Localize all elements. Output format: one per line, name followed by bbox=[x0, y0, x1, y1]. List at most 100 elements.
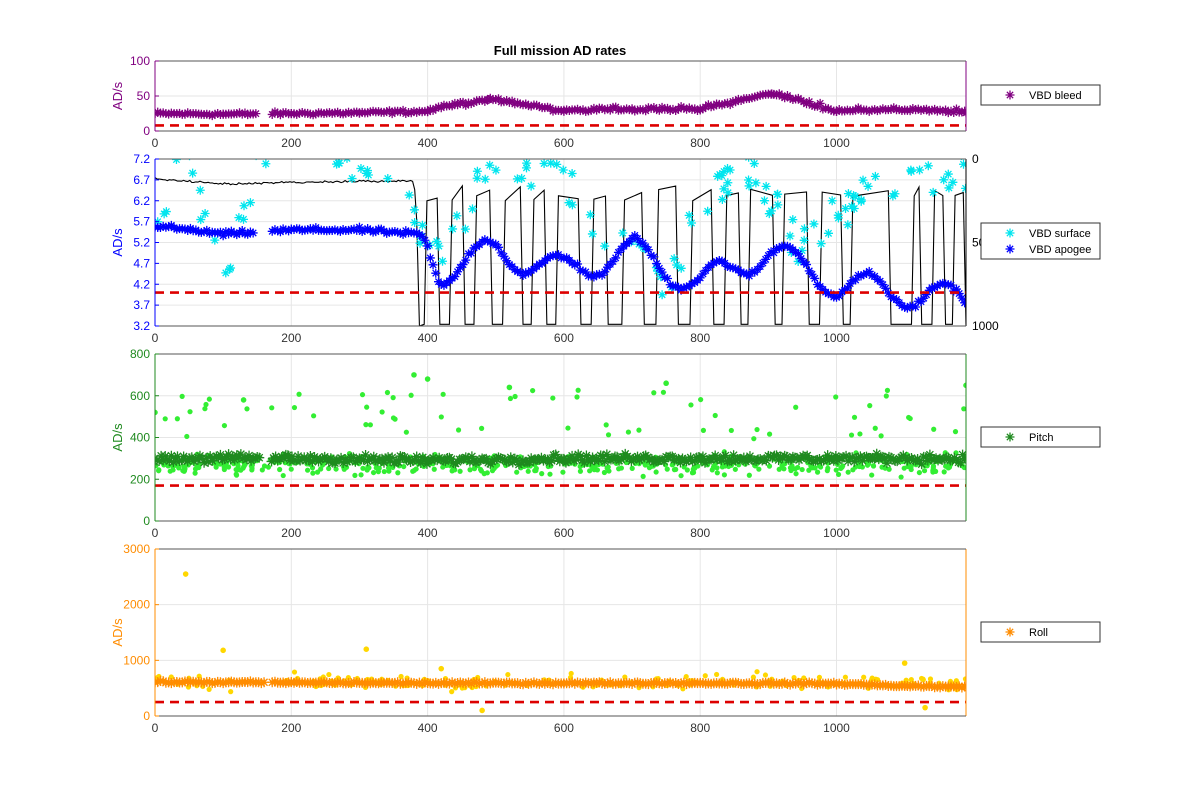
bleed-point bbox=[864, 106, 874, 116]
pitch-raw-point bbox=[575, 387, 581, 393]
pitch-point bbox=[761, 455, 772, 466]
vbd-apogee-point bbox=[728, 263, 738, 273]
x-tick-label: 400 bbox=[418, 136, 438, 150]
pitch-raw-point bbox=[363, 422, 369, 428]
pitch-raw-point bbox=[457, 468, 463, 474]
bleed-point bbox=[346, 108, 356, 118]
pitch-raw-point bbox=[395, 470, 401, 476]
roll-point bbox=[771, 678, 782, 689]
pitch-point bbox=[387, 452, 398, 463]
pitch-raw-point bbox=[206, 396, 212, 402]
pitch-point bbox=[695, 453, 705, 463]
vbd-surface-point bbox=[347, 174, 357, 184]
pitch-point bbox=[728, 450, 739, 461]
vbd-apogee-point bbox=[188, 226, 198, 236]
legend-label: VBD bleed bbox=[1029, 90, 1082, 102]
bleed-point bbox=[232, 109, 242, 119]
pitch-point bbox=[787, 451, 798, 462]
pitch-point bbox=[675, 457, 686, 468]
pitch-raw-point bbox=[438, 414, 444, 420]
bleed-point bbox=[930, 104, 940, 114]
pitch-point bbox=[832, 453, 842, 463]
vbd-surface-point bbox=[856, 195, 866, 205]
pitch-point bbox=[164, 456, 175, 467]
bleed-point bbox=[913, 104, 923, 114]
bleed-point bbox=[946, 106, 956, 116]
pitch-point bbox=[190, 453, 201, 464]
pitch-raw-point bbox=[269, 405, 275, 411]
bleed-point bbox=[908, 103, 918, 113]
vbd-apogee-point bbox=[349, 224, 359, 234]
vbd-apogee-point bbox=[747, 266, 757, 276]
pitch-raw-point bbox=[381, 468, 387, 475]
legend: VBD surface VBD apogee bbox=[980, 222, 1101, 260]
bleed-point bbox=[646, 103, 656, 113]
pitch-point bbox=[235, 449, 246, 460]
pitch-point bbox=[720, 450, 731, 461]
pitch-raw-point bbox=[961, 406, 966, 412]
panel-roll: 0 200 400 600 800 1000 0 1000 2000 3000 AD/s Roll bbox=[110, 542, 1101, 735]
pitch-point bbox=[293, 451, 304, 462]
roll-point bbox=[444, 678, 455, 689]
roll-point bbox=[577, 678, 588, 689]
pitch-raw-point bbox=[901, 465, 907, 471]
bleed-point bbox=[665, 106, 675, 116]
bleed-point bbox=[477, 95, 487, 105]
vbd-apogee-point bbox=[660, 272, 670, 282]
bleed-point bbox=[354, 108, 364, 118]
roll-point bbox=[199, 677, 210, 688]
vbd-surface-point bbox=[362, 166, 372, 176]
vbd-surface-point bbox=[788, 215, 798, 225]
vbd-apogee-point bbox=[575, 265, 585, 275]
pitch-point bbox=[266, 456, 277, 467]
roll-point bbox=[177, 677, 188, 688]
pitch-point bbox=[841, 450, 852, 461]
bleed-point bbox=[886, 105, 896, 115]
vbd-apogee-point bbox=[586, 271, 596, 281]
pitch-raw-point bbox=[360, 465, 366, 471]
vbd-surface-point bbox=[564, 198, 574, 208]
pitch-raw-point bbox=[848, 432, 855, 438]
pitch-point bbox=[601, 449, 612, 460]
vbd-surface-point bbox=[526, 181, 536, 191]
pitch-raw-point bbox=[678, 473, 684, 479]
pitch-raw-point bbox=[722, 463, 728, 469]
roll-point bbox=[657, 679, 668, 690]
bleed-point bbox=[717, 100, 727, 110]
bleed-point bbox=[513, 98, 523, 108]
pitch-raw-point bbox=[176, 465, 182, 471]
pitch-point bbox=[689, 455, 700, 466]
vbd-apogee-point bbox=[652, 259, 662, 269]
roll-raw-point bbox=[713, 671, 720, 678]
vbd-surface-point bbox=[600, 241, 610, 251]
pitch-point bbox=[597, 451, 608, 462]
bleed-point bbox=[823, 104, 833, 114]
vbd-apogee-point bbox=[793, 249, 803, 259]
roll-point bbox=[785, 679, 796, 690]
bleed-point bbox=[619, 105, 629, 115]
bleed-point bbox=[235, 108, 245, 118]
x-tick-label: 0 bbox=[152, 526, 159, 540]
vbd-surface-point bbox=[409, 205, 419, 215]
vbd-surface-point bbox=[234, 213, 244, 223]
roll-point bbox=[278, 677, 289, 688]
y-tick-label: 2000 bbox=[123, 598, 150, 612]
bleed-point bbox=[684, 103, 694, 113]
pitch-raw-point bbox=[314, 469, 321, 475]
vbd-surface-point bbox=[404, 190, 414, 200]
pitch-raw-point bbox=[692, 465, 698, 471]
bleed-point bbox=[395, 107, 405, 117]
vbd-apogee-point bbox=[706, 260, 716, 270]
pitch-point bbox=[802, 450, 813, 461]
vbd-apogee-point bbox=[461, 255, 471, 265]
roll-point bbox=[918, 681, 929, 692]
roll-point bbox=[900, 681, 910, 691]
roll-point bbox=[627, 678, 638, 689]
vbd-apogee-point bbox=[946, 280, 956, 290]
pitch-raw-point bbox=[859, 464, 865, 470]
vbd-apogee-point bbox=[447, 273, 457, 283]
pitch-point bbox=[843, 456, 854, 467]
roll-raw-point bbox=[901, 660, 908, 666]
x-tick-label: 1000 bbox=[823, 331, 850, 345]
roll-point bbox=[954, 681, 965, 692]
